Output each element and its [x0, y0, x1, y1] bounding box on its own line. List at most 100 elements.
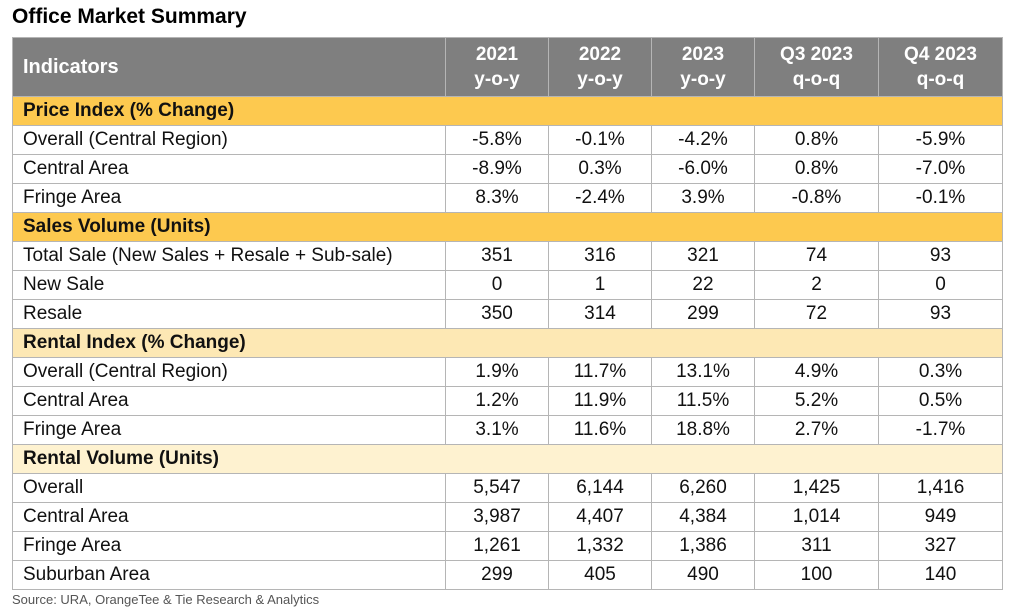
- table-cell: 74: [754, 241, 879, 271]
- table-cell: 11.6%: [548, 415, 652, 445]
- table-cell: 5.2%: [754, 386, 879, 416]
- table-cell: 350: [445, 299, 549, 329]
- section-title: Price Index (% Change): [12, 96, 1003, 126]
- table-header-row: Indicators 2021 y-o-y 2022 y-o-y 2023 y-o-y…: [12, 37, 1003, 97]
- table-cell: -8.9%: [445, 154, 549, 184]
- column-header-2022: 2022 y-o-y: [548, 37, 652, 97]
- source-note: Source: URA, OrangeTee & Tie Research & …: [12, 592, 320, 607]
- table-cell: 11.9%: [548, 386, 652, 416]
- table-cell: 140: [878, 560, 1003, 590]
- table-cell: -5.8%: [445, 125, 549, 155]
- table-row: Fringe Area 1,261 1,332 1,386 311 327: [12, 531, 1003, 561]
- section-header-row: Sales Volume (Units): [12, 212, 1003, 242]
- table-cell: 1,386: [651, 531, 755, 561]
- table-cell: -0.1%: [548, 125, 652, 155]
- table-row: Resale 350 314 299 72 93: [12, 299, 1003, 329]
- table-row: Suburban Area 299 405 490 100 140: [12, 560, 1003, 590]
- row-label: Overall (Central Region): [12, 125, 446, 155]
- table-row: Overall 5,547 6,144 6,260 1,425 1,416: [12, 473, 1003, 503]
- table-cell: -4.2%: [651, 125, 755, 155]
- indicators-header: Indicators: [12, 37, 446, 97]
- row-label: New Sale: [12, 270, 446, 300]
- table-cell: 0.3%: [878, 357, 1003, 387]
- row-label: Fringe Area: [12, 415, 446, 445]
- table-cell: 0: [445, 270, 549, 300]
- table-cell: 299: [651, 299, 755, 329]
- row-label: Fringe Area: [12, 531, 446, 561]
- column-header-2021: 2021 y-o-y: [445, 37, 549, 97]
- section-title: Rental Index (% Change): [12, 328, 1003, 358]
- section-header-row: Rental Volume (Units): [12, 444, 1003, 474]
- table-cell: 8.3%: [445, 183, 549, 213]
- table-row: Fringe Area 3.1% 11.6% 18.8% 2.7% -1.7%: [12, 415, 1003, 445]
- table-cell: 5,547: [445, 473, 549, 503]
- table-cell: 72: [754, 299, 879, 329]
- section-title: Rental Volume (Units): [12, 444, 1003, 474]
- row-label: Central Area: [12, 154, 446, 184]
- section-header-row: Price Index (% Change): [12, 96, 1003, 126]
- table-cell: 13.1%: [651, 357, 755, 387]
- table-cell: 321: [651, 241, 755, 271]
- table-cell: -1.7%: [878, 415, 1003, 445]
- table-cell: 351: [445, 241, 549, 271]
- row-label: Overall (Central Region): [12, 357, 446, 387]
- table-row: Central Area -8.9% 0.3% -6.0% 0.8% -7.0%: [12, 154, 1003, 184]
- table-cell: 4.9%: [754, 357, 879, 387]
- row-label: Resale: [12, 299, 446, 329]
- table-cell: 1,261: [445, 531, 549, 561]
- table-cell: 1,332: [548, 531, 652, 561]
- table-cell: 949: [878, 502, 1003, 532]
- table-row: Central Area 1.2% 11.9% 11.5% 5.2% 0.5%: [12, 386, 1003, 416]
- table-cell: 3.9%: [651, 183, 755, 213]
- table-cell: 0.8%: [754, 154, 879, 184]
- table-row: Overall (Central Region) -5.8% -0.1% -4.2% 0…: [12, 125, 1003, 155]
- table-cell: 2.7%: [754, 415, 879, 445]
- table-cell: 4,407: [548, 502, 652, 532]
- table-cell: 0.8%: [754, 125, 879, 155]
- table-cell: 0: [878, 270, 1003, 300]
- section-title: Sales Volume (Units): [12, 212, 1003, 242]
- table-cell: -0.1%: [878, 183, 1003, 213]
- row-label: Total Sale (New Sales + Resale + Sub-sal…: [12, 241, 446, 271]
- table-cell: 6,144: [548, 473, 652, 503]
- column-header-q3-2023: Q3 2023 q-o-q: [754, 37, 879, 97]
- row-label: Central Area: [12, 502, 446, 532]
- table-cell: -0.8%: [754, 183, 879, 213]
- row-label: Overall: [12, 473, 446, 503]
- table-cell: -5.9%: [878, 125, 1003, 155]
- table-cell: 11.7%: [548, 357, 652, 387]
- table-cell: 1,416: [878, 473, 1003, 503]
- table-cell: 299: [445, 560, 549, 590]
- table-row: Total Sale (New Sales + Resale + Sub-sal…: [12, 241, 1003, 271]
- table-cell: 93: [878, 299, 1003, 329]
- table-cell: 314: [548, 299, 652, 329]
- row-label: Fringe Area: [12, 183, 446, 213]
- table-cell: 327: [878, 531, 1003, 561]
- table-row: Central Area 3,987 4,407 4,384 1,014 949: [12, 502, 1003, 532]
- table-cell: 22: [651, 270, 755, 300]
- table-cell: 100: [754, 560, 879, 590]
- table-row: Overall (Central Region) 1.9% 11.7% 13.1% 4.…: [12, 357, 1003, 387]
- table-cell: 2: [754, 270, 879, 300]
- table-cell: 3,987: [445, 502, 549, 532]
- row-label: Suburban Area: [12, 560, 446, 590]
- column-header-q4-2023: Q4 2023 q-o-q: [878, 37, 1003, 97]
- table-cell: -6.0%: [651, 154, 755, 184]
- table-cell: 1.2%: [445, 386, 549, 416]
- table-cell: 311: [754, 531, 879, 561]
- office-market-table: Indicators 2021 y-o-y 2022 y-o-y 2023 y-o-y…: [12, 37, 1003, 590]
- column-header-2023: 2023 y-o-y: [651, 37, 755, 97]
- table-cell: 1,425: [754, 473, 879, 503]
- row-label: Central Area: [12, 386, 446, 416]
- table-cell: 18.8%: [651, 415, 755, 445]
- page-title: Office Market Summary: [12, 5, 247, 28]
- table-body: Price Index (% Change) Overall (Central R…: [12, 96, 1003, 590]
- table-cell: 11.5%: [651, 386, 755, 416]
- table-cell: 316: [548, 241, 652, 271]
- table-cell: 1: [548, 270, 652, 300]
- table-cell: 0.5%: [878, 386, 1003, 416]
- table-cell: 1.9%: [445, 357, 549, 387]
- section-header-row: Rental Index (% Change): [12, 328, 1003, 358]
- table-cell: 4,384: [651, 502, 755, 532]
- table-cell: -2.4%: [548, 183, 652, 213]
